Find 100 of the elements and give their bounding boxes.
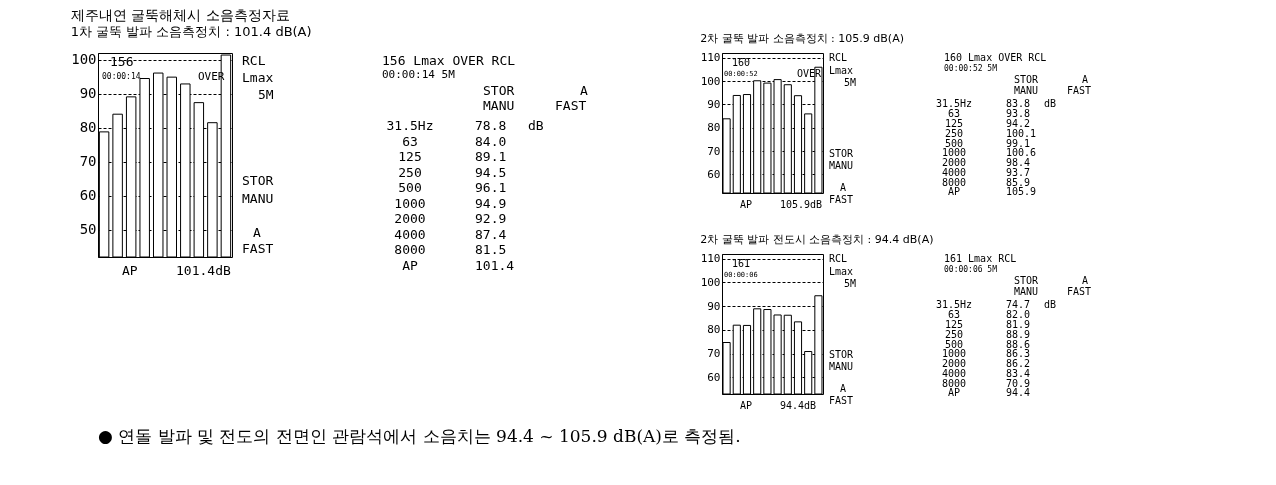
text: FAST <box>555 98 587 113</box>
text: MANU <box>242 191 274 206</box>
text: 74.7 <box>1006 299 1031 311</box>
text: ● 연돌 발파 및 전도의 전면인 관람석에서 소음치는 94.4 ~ 105.9 dB(A)로 측정됨. <box>98 426 741 446</box>
text: dB <box>528 118 544 133</box>
text: 81.5 <box>475 242 507 257</box>
text: 1000 <box>941 147 967 159</box>
text: 5M <box>844 277 857 289</box>
text: 156 Lmax OVER RCL <box>382 53 516 68</box>
text: 99.1 <box>1006 137 1031 149</box>
text: 500 <box>944 338 964 350</box>
text: 160 Lmax OVER RCL <box>944 52 1047 64</box>
text: FAST <box>829 194 854 206</box>
text: 94.5 <box>475 164 507 180</box>
text: 8000 <box>941 377 967 389</box>
text: 250 <box>944 328 964 340</box>
text: A <box>1082 74 1089 86</box>
text: AP <box>947 387 961 399</box>
text: 8000 <box>394 242 426 257</box>
text: STOR <box>829 349 855 361</box>
y-tick-label: 70 <box>707 347 721 361</box>
text: 88.9 <box>1006 328 1031 340</box>
text: 83.8 <box>1006 98 1031 110</box>
text: 00:00:06 5M <box>944 265 998 275</box>
text: 98.4 <box>1006 157 1031 169</box>
text: AP <box>122 263 138 278</box>
text: 31.5Hz <box>935 98 973 110</box>
text: FAST <box>829 395 854 407</box>
text: 161 Lmax RCL <box>944 253 1017 265</box>
text: 5M <box>844 76 857 88</box>
text: A <box>840 182 847 194</box>
text: Lmax <box>829 266 854 278</box>
text: 93.7 <box>1006 166 1031 178</box>
chart-subtitle: 1차 굴뚝 발파 소음측정치 : 101.4 dB(A) <box>70 23 312 39</box>
y-tick-label: 60 <box>707 167 721 181</box>
text: 2000 <box>394 211 426 226</box>
text: 83.4 <box>1006 367 1031 379</box>
text: 94.4 <box>1006 387 1031 399</box>
text: 101.4 <box>475 257 515 273</box>
text: AP <box>402 257 418 273</box>
text: 94.2 <box>1006 117 1031 129</box>
text: 88.6 <box>1006 338 1031 350</box>
text: 1000 <box>394 195 426 211</box>
y-tick-label: 110 <box>700 51 721 65</box>
text: 4000 <box>941 367 967 379</box>
text: 105.9 <box>1006 186 1037 198</box>
text: 63 <box>402 133 418 149</box>
y-tick-label: 70 <box>79 153 97 170</box>
text: 100.6 <box>1006 147 1037 159</box>
text: 100.1 <box>1006 127 1037 139</box>
y-tick-label: 100 <box>700 275 721 289</box>
text: 125 <box>398 149 422 164</box>
text: STOR <box>242 173 274 188</box>
text: 500 <box>398 180 422 195</box>
text: 105.9dB <box>780 198 823 210</box>
text: A <box>580 83 588 98</box>
text: A <box>840 383 847 395</box>
text: A <box>253 225 261 240</box>
text: 85.9 <box>1006 176 1031 188</box>
text: 82.0 <box>1006 309 1031 321</box>
text: 00:00:14 5M <box>382 68 456 81</box>
text: 86.3 <box>1006 348 1031 360</box>
text: 63 <box>947 309 961 321</box>
text: 31.5Hz <box>935 299 973 311</box>
text: 4000 <box>394 226 426 242</box>
chart-title: 2차 굴뚝 발파 전도시 소음측정치 : 94.4 dB(A) <box>700 232 934 246</box>
text: RCL <box>829 253 848 265</box>
annotation: 00:00:14 <box>102 72 141 81</box>
text: 84.0 <box>475 133 507 149</box>
text: AP <box>740 399 753 411</box>
text: MANU <box>1014 285 1039 297</box>
text: 250 <box>398 164 422 180</box>
text: 250 <box>944 127 964 139</box>
chart-title: 제주내연 굴뚝해체시 소음측정자료 <box>70 6 290 23</box>
text: 81.9 <box>1006 318 1031 330</box>
text: 94.4dB <box>780 399 817 411</box>
text: 4000 <box>941 166 967 178</box>
text: dB <box>1044 98 1057 110</box>
text: A <box>1082 275 1089 287</box>
text: dB <box>1044 299 1057 311</box>
text: Lmax <box>829 65 854 77</box>
text: MANU <box>483 98 515 113</box>
text: 00:00:52 5M <box>944 64 998 74</box>
text: 96.1 <box>475 180 507 195</box>
text: RCL <box>829 52 848 64</box>
text: 8000 <box>941 176 967 188</box>
text: 2000 <box>941 157 967 169</box>
text: STOR <box>1014 74 1040 86</box>
text: FAST <box>1067 84 1092 96</box>
text: 92.9 <box>475 211 507 226</box>
text: STOR <box>1014 275 1040 287</box>
text: FAST <box>242 241 274 256</box>
y-tick-label: 80 <box>707 121 721 135</box>
y-tick-label: 80 <box>707 323 721 337</box>
text: STOR <box>483 83 515 98</box>
y-tick-label: 70 <box>707 144 721 158</box>
y-tick-label: 50 <box>79 221 97 238</box>
text: 78.8 <box>475 118 507 133</box>
annotation: 160 <box>732 56 751 68</box>
y-tick-label: 100 <box>700 74 721 88</box>
